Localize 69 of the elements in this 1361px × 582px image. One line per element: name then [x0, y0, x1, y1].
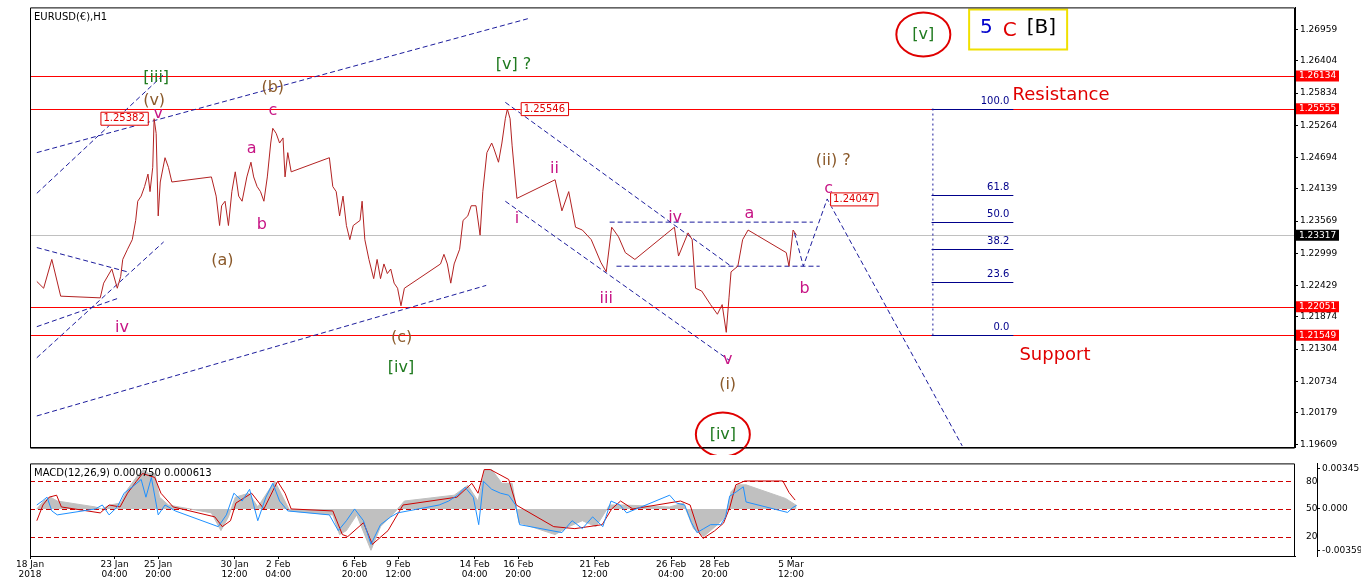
y-tick-label: 1.22999 — [1300, 247, 1338, 258]
y2-tick-label: 20 — [1306, 531, 1318, 542]
y-tick-label: 1.26404 — [1300, 55, 1338, 66]
ref-line-label: 100.0 — [980, 95, 1010, 107]
x-tick-label: 6 Feb 20:00 — [341, 559, 368, 580]
annotation: (ii) ? — [815, 149, 851, 169]
annotation: 1.24047 — [833, 192, 875, 204]
x-tick-label: 16 Feb 20:00 — [503, 559, 534, 580]
annotation: [v] — [912, 23, 935, 43]
ref-line-label: 38.2 — [987, 235, 1010, 247]
y-tick-label: 1.25834 — [1300, 87, 1338, 98]
y-tick-label: 1.19609 — [1300, 439, 1338, 450]
x-tick-label: 21 Feb 12:00 — [579, 559, 611, 580]
ref-line-label: 1.23317 — [1299, 229, 1337, 240]
annotation: 5 C [B] — [980, 13, 1057, 41]
annotation: b — [799, 277, 810, 297]
ref-line-label: 0.0 — [993, 321, 1010, 333]
annotation: iii — [599, 287, 613, 307]
y-tick-label: 1.26959 — [1300, 23, 1338, 34]
y-tick-label: 1.21874 — [1300, 311, 1338, 322]
annotation: i — [514, 207, 520, 227]
annotation: [v] ? — [495, 53, 532, 73]
y-tick-label: 0.000 — [1322, 503, 1349, 514]
annotation: Support — [1019, 343, 1091, 365]
ref-line-label: 50.0 — [987, 208, 1010, 220]
x-tick-label: 14 Feb 04:00 — [459, 559, 491, 580]
annotation: Resistance — [1012, 83, 1110, 105]
annotation: ii — [549, 157, 559, 177]
ref-line-label: 23.6 — [987, 268, 1010, 280]
y2-tick-label: 80 — [1306, 475, 1318, 486]
y-tick-label: 1.24139 — [1300, 183, 1338, 194]
ref-line-label: 1.21549 — [1299, 329, 1337, 340]
y2-tick-label: 50 — [1306, 503, 1318, 514]
annotation: (i) — [719, 373, 737, 393]
x-tick-label: 18 Jan 2018 — [15, 559, 45, 580]
x-tick-label: 25 Jan 20:00 — [144, 559, 173, 580]
annotation: 1.25382 — [103, 112, 145, 124]
annotation: [iv] — [387, 356, 415, 376]
y-tick-label: 1.20179 — [1300, 406, 1338, 417]
x-tick-label: 9 Feb 12:00 — [385, 559, 412, 580]
x-tick-label: 5 Mar 12:00 — [778, 559, 805, 580]
x-tick-label: 28 Feb 20:00 — [699, 559, 731, 580]
ref-line-label: 61.8 — [987, 181, 1010, 193]
y-tick-label: 1.21304 — [1300, 343, 1338, 354]
y-tick-label: 1.22429 — [1300, 279, 1338, 290]
annotation: iv — [668, 206, 683, 226]
y-tick-label: 0.00345 — [1322, 463, 1360, 474]
y-tick-label: 1.23569 — [1300, 215, 1338, 226]
annotation: c — [824, 177, 833, 197]
annotation: [iv] — [709, 423, 737, 443]
annotation: 1.25546 — [523, 102, 566, 114]
x-tick-label: 2 Feb 04:00 — [265, 559, 292, 580]
x-tick-label: 23 Jan 04:00 — [100, 559, 129, 580]
y-tick-label: -0.00359 — [1322, 545, 1361, 556]
annotation: b — [256, 213, 267, 233]
y-tick-label: 1.25264 — [1300, 119, 1338, 130]
ref-line-label: 1.26134 — [1299, 70, 1337, 81]
ref-line-label: 1.25555 — [1299, 103, 1337, 114]
x-tick-label: 26 Feb 04:00 — [655, 559, 687, 580]
annotation: a — [744, 202, 755, 222]
x-tick-label: 30 Jan 12:00 — [220, 559, 249, 580]
annotation: (a) — [211, 249, 234, 269]
annotation: iv — [115, 316, 130, 336]
y-tick-label: 1.20734 — [1300, 375, 1338, 386]
annotation: a — [246, 137, 257, 157]
y-tick-label: 1.24694 — [1300, 151, 1338, 162]
ref-line-label: 1.22051 — [1299, 301, 1337, 312]
chart-title: EURUSD(€),H1 — [34, 10, 108, 22]
annotation: v — [722, 348, 733, 368]
